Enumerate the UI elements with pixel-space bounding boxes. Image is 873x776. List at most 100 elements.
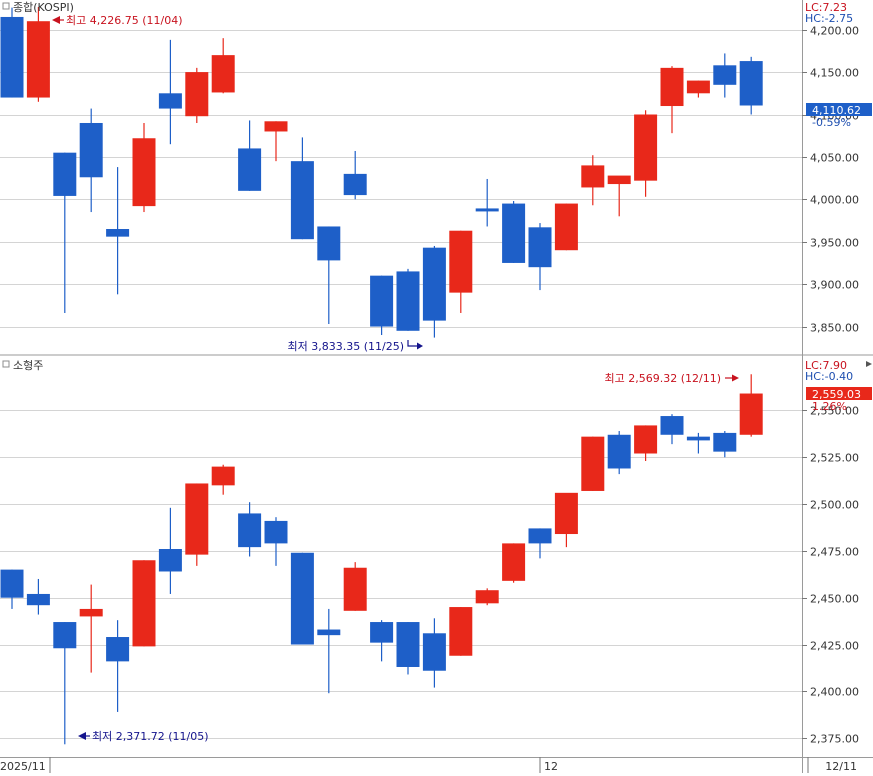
small-cap-candle-body	[290, 552, 314, 645]
kospi-candle[interactable]	[370, 275, 394, 336]
small-cap-candle[interactable]	[79, 584, 103, 673]
arrow-left-icon	[78, 732, 86, 740]
small-cap-candle[interactable]	[475, 588, 499, 606]
small-cap-candle[interactable]	[713, 431, 737, 458]
arrow-right-icon	[732, 374, 739, 382]
small-cap-current-price: 2,559.03	[812, 388, 861, 401]
small-cap-candle[interactable]	[528, 528, 552, 559]
kospi-y-tick-label: 4,200.00	[810, 25, 859, 38]
small-cap-candle[interactable]	[26, 578, 50, 615]
kospi-candle-body	[396, 271, 420, 331]
kospi-candle-body	[422, 247, 446, 321]
kospi-candle[interactable]	[0, 7, 24, 98]
kospi-candle[interactable]	[106, 167, 130, 295]
small-cap-candle[interactable]	[554, 492, 578, 548]
kospi-candle[interactable]	[607, 175, 631, 217]
kospi-high-label: 최고 4,226.75 (11/04)	[66, 14, 183, 27]
kospi-y-tick-label: 4,050.00	[810, 152, 859, 165]
kospi-candle[interactable]	[290, 137, 314, 240]
small-cap-candle-body	[686, 436, 710, 441]
small-cap-candle[interactable]	[502, 543, 526, 583]
small-cap-y-tick-label: 2,500.00	[810, 499, 859, 512]
kospi-candle-body	[0, 16, 24, 98]
kospi-candle[interactable]	[26, 6, 50, 102]
small-cap-candle[interactable]	[370, 620, 394, 662]
small-cap-candle[interactable]	[396, 622, 420, 675]
kospi-candle[interactable]	[343, 150, 367, 200]
kospi-candle-body	[528, 227, 552, 268]
kospi-candle[interactable]	[634, 110, 658, 197]
kospi-candle[interactable]	[739, 56, 763, 115]
small-cap-y-tick-label: 2,450.00	[810, 593, 859, 606]
small-cap-candle[interactable]	[660, 414, 684, 445]
kospi-candle[interactable]	[211, 38, 235, 94]
small-cap-candle[interactable]	[739, 374, 763, 437]
small-cap-candle[interactable]	[422, 618, 446, 688]
small-cap-y-tick-label: 2,400.00	[810, 686, 859, 699]
kospi-candle-body	[264, 121, 288, 132]
kospi-change-pct: -0.59%	[812, 116, 851, 129]
kospi-candle[interactable]	[396, 268, 420, 331]
small-cap-panel-title: 소형주	[13, 359, 43, 372]
small-cap-candle[interactable]	[238, 502, 262, 557]
kospi-candle[interactable]	[422, 245, 446, 338]
small-cap-candle[interactable]	[343, 562, 367, 611]
small-cap-y-tick-label: 2,375.00	[810, 733, 859, 746]
kospi-lc-label: LC:7.23	[805, 1, 847, 14]
kospi-candle[interactable]	[158, 39, 182, 145]
kospi-candle[interactable]	[581, 155, 605, 206]
small-cap-candle-body	[79, 608, 103, 617]
small-cap-candle-body	[607, 434, 631, 469]
kospi-candle[interactable]	[132, 122, 156, 213]
kospi-candle[interactable]	[79, 108, 103, 213]
kospi-candle[interactable]	[185, 67, 209, 123]
small-cap-candle[interactable]	[53, 622, 77, 745]
kospi-candle[interactable]	[686, 80, 710, 98]
small-cap-candle[interactable]	[158, 507, 182, 594]
small-square-icon[interactable]	[2, 360, 10, 368]
kospi-panel-title: 종합(KOSPI)	[13, 1, 74, 14]
candles-layer[interactable]	[0, 6, 763, 745]
kospi-candle[interactable]	[502, 201, 526, 263]
small-cap-candle[interactable]	[185, 483, 209, 566]
kospi-candle-body	[290, 161, 314, 240]
kospi-candle[interactable]	[660, 66, 684, 134]
kospi-candle[interactable]	[475, 178, 499, 227]
kospi-hc-label: HC:-2.75	[805, 12, 853, 25]
small-cap-candle-body	[528, 528, 552, 544]
small-cap-candle[interactable]	[686, 432, 710, 454]
small-cap-high-annotation: 최고 2,569.32 (12/11)	[604, 372, 739, 385]
kospi-candle[interactable]	[554, 203, 578, 251]
resize-icon[interactable]	[866, 361, 872, 367]
small-cap-candle[interactable]	[449, 607, 473, 656]
small-cap-candle[interactable]	[634, 425, 658, 461]
small-cap-candle[interactable]	[132, 560, 156, 647]
kospi-candle[interactable]	[449, 230, 473, 313]
small-cap-candle[interactable]	[290, 552, 314, 645]
kospi-candle[interactable]	[528, 223, 552, 291]
small-cap-candle-body	[634, 425, 658, 454]
kospi-candle[interactable]	[264, 121, 288, 162]
small-square-icon[interactable]	[2, 2, 10, 10]
small-cap-candle[interactable]	[607, 431, 631, 475]
kospi-price-box: 4,110.62 -0.59%	[806, 103, 872, 129]
kospi-current-price: 4,110.62	[812, 104, 861, 117]
small-cap-candle[interactable]	[581, 436, 605, 491]
small-cap-candle[interactable]	[0, 569, 24, 609]
arrow-left-icon	[52, 16, 60, 24]
kospi-candle[interactable]	[238, 120, 262, 191]
small-cap-candle-body	[264, 520, 288, 544]
small-cap-candle[interactable]	[317, 608, 341, 694]
small-cap-candle[interactable]	[211, 464, 235, 495]
small-cap-candle[interactable]	[106, 620, 130, 712]
small-cap-low-annotation: 최저 2,371.72 (11/05)	[78, 730, 209, 743]
kospi-candle-body	[343, 173, 367, 196]
kospi-candle[interactable]	[317, 226, 341, 325]
kospi-candle-body	[607, 175, 631, 185]
kospi-candle[interactable]	[713, 53, 737, 98]
small-cap-candle[interactable]	[264, 517, 288, 566]
kospi-candle[interactable]	[53, 152, 77, 313]
kospi-low-annotation: 최저 3,833.35 (11/25)	[287, 340, 423, 353]
